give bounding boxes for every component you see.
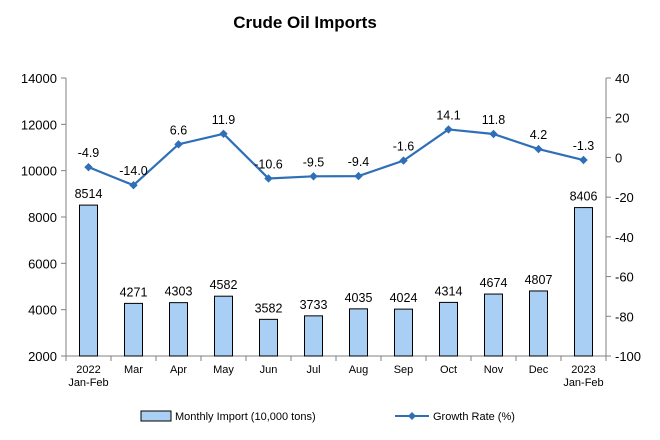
x-tick-label: Aug <box>349 364 369 376</box>
bar <box>214 295 233 357</box>
x-tick-label: Jan-Feb <box>563 377 603 389</box>
bar-value-label: 8514 <box>75 187 103 201</box>
bar-value-label: 4024 <box>390 291 418 305</box>
growth-point <box>174 140 183 149</box>
growth-value-label: -1.3 <box>573 139 595 153</box>
x-tick-label: Nov <box>484 364 504 376</box>
x-tick-label: Sep <box>394 364 414 376</box>
chart-title: Crude Oil Imports <box>233 13 377 32</box>
growth-point <box>84 162 93 172</box>
growth-value-label: 6.6 <box>170 123 187 137</box>
bar-value-label: 4314 <box>435 284 463 298</box>
legend: Monthly Import (10,000 tons) Growth Rate … <box>140 410 515 423</box>
right-tick-label: -20 <box>615 190 634 205</box>
x-tick-label: May <box>213 364 234 376</box>
growth-value-label: 14.1 <box>436 108 460 122</box>
left-tick-label: 14000 <box>21 71 57 86</box>
bar-value-label: 8406 <box>570 190 598 204</box>
left-tick-label: 4000 <box>28 303 57 318</box>
bar-value-label: 4807 <box>525 273 553 287</box>
legend-label-growth: Growth Rate (%) <box>433 411 515 423</box>
bar <box>304 315 323 357</box>
bar <box>349 308 368 357</box>
x-tick-label: Jul <box>306 364 320 376</box>
bars <box>79 204 593 357</box>
growth-point <box>579 155 588 165</box>
right-tick-label: 40 <box>615 71 629 86</box>
bar <box>79 204 98 357</box>
bar <box>169 302 188 357</box>
x-tick-label: 2022 <box>76 364 100 376</box>
growth-point <box>489 129 498 139</box>
growth-value-label: -10.6 <box>254 157 283 171</box>
growth-value-label: -9.5 <box>303 155 325 169</box>
x-tick-label: Mar <box>124 364 143 376</box>
bar-value-label: 4674 <box>480 276 508 290</box>
bar-value-label: 3733 <box>300 298 328 312</box>
growth-value-label: 11.9 <box>212 113 235 127</box>
x-tick-label: Jun <box>260 364 278 376</box>
left-tick-label: 12000 <box>21 117 57 132</box>
left-tick-label: 8000 <box>28 210 57 225</box>
growth-value-label: -9.4 <box>348 155 370 169</box>
growth-series-line <box>88 128 584 187</box>
legend-label-import: Monthly Import (10,000 tons) <box>175 411 316 423</box>
bar <box>394 308 413 357</box>
growth-value-label: 11.8 <box>482 113 505 127</box>
axes: 2000 4000 6000 8000 10000 12000 14000 -100 -80 -6… <box>21 71 641 389</box>
growth-value-label: -14.0 <box>119 164 148 178</box>
x-tick-label: Dec <box>529 364 549 376</box>
x-tick-label: 2023 <box>571 364 595 376</box>
x-tick-label: Jan-Feb <box>68 377 108 389</box>
data-labels: 8514 4271 4303 4582 3582 3733 4035 4024 4314 4674… <box>75 108 598 315</box>
legend-line-marker <box>408 412 416 420</box>
left-tick-label: 10000 <box>21 164 57 179</box>
right-tick-label: -60 <box>615 270 634 285</box>
bar-value-label: 4303 <box>165 285 193 299</box>
growth-value-label: 4.2 <box>530 128 547 142</box>
growth-point <box>264 174 273 183</box>
right-tick-label: -80 <box>615 309 634 324</box>
bar <box>124 302 143 357</box>
growth-line <box>84 125 588 190</box>
left-tick-label: 2000 <box>28 349 57 364</box>
growth-point <box>129 181 138 190</box>
right-tick-label: 0 <box>615 150 622 165</box>
right-tick-label: 20 <box>615 111 629 126</box>
right-tick-label: -100 <box>615 349 641 364</box>
growth-point <box>354 171 363 181</box>
growth-point <box>219 129 228 138</box>
bar <box>439 301 458 357</box>
right-tick-label: -40 <box>615 230 634 245</box>
left-tick-label: 6000 <box>28 256 57 271</box>
growth-value-label: -1.6 <box>393 140 415 154</box>
legend-bar-swatch <box>140 410 172 422</box>
growth-value-label: -4.9 <box>78 146 100 160</box>
x-tick-label: Apr <box>170 364 187 376</box>
bar-value-label: 3582 <box>255 301 283 315</box>
growth-point <box>534 144 543 154</box>
bar <box>259 318 278 357</box>
bar <box>484 293 503 357</box>
bar-value-label: 4271 <box>120 285 148 299</box>
growth-point <box>399 156 408 165</box>
bar <box>574 207 593 357</box>
x-tick-label: Oct <box>440 364 457 376</box>
growth-point <box>309 172 318 181</box>
bar-value-label: 4582 <box>210 278 238 292</box>
bar-value-label: 4035 <box>345 291 373 305</box>
bar <box>529 290 548 357</box>
growth-point <box>444 125 453 134</box>
